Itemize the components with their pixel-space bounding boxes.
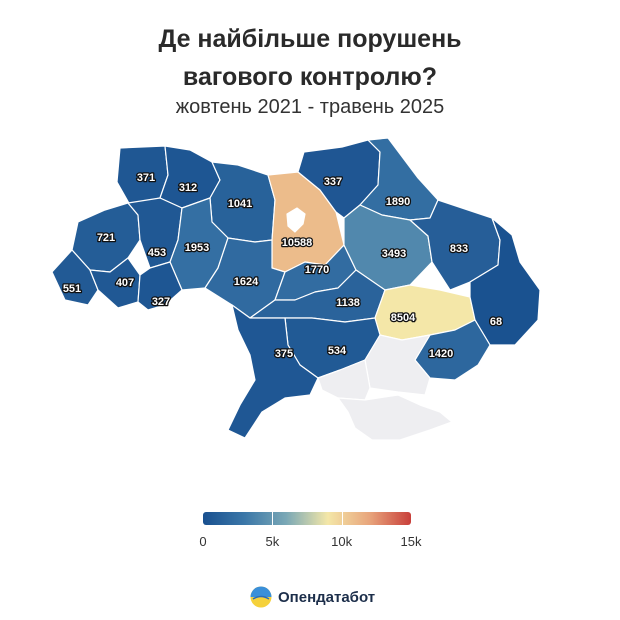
region-value-label-ivano-frankivsk: 407 (116, 277, 134, 289)
region-value-label-volyn: 371 (137, 172, 155, 184)
legend-tick-label: 10k (331, 534, 353, 549)
title-line-2: вагового контролю? (182, 63, 438, 91)
opendatabot-logo-icon (250, 586, 272, 608)
region-kherson[interactable] (317, 359, 371, 401)
brand-name: Опендатабот (278, 588, 376, 606)
region-value-label-kyiv-oblast: 10588 (282, 237, 313, 249)
legend-color-bar (203, 512, 411, 525)
region-value-label-luhansk: 68 (490, 316, 502, 328)
region-value-label-zhytomyr: 1041 (228, 198, 252, 210)
region-value-label-chernivtsi: 327 (152, 296, 170, 308)
region-value-label-vinnytsia: 1624 (234, 276, 259, 288)
map-subtitle: жовтень 2021 - травень 2025 (175, 96, 445, 118)
region-value-label-odesa: 375 (275, 348, 293, 360)
region-crimea[interactable] (337, 394, 453, 441)
region-value-label-cherkasy: 1770 (305, 264, 329, 276)
region-value-label-chernihiv: 337 (324, 176, 342, 188)
region-value-label-poltava: 3493 (382, 248, 406, 260)
region-value-label-ternopil: 453 (148, 247, 166, 259)
region-value-label-mykolaiv: 534 (328, 345, 347, 357)
title-line-1: Де найбільше порушень (158, 25, 462, 53)
region-value-label-sumy: 1890 (386, 196, 410, 208)
region-value-label-kharkiv: 833 (450, 243, 468, 255)
region-value-label-zakarpattia: 551 (63, 283, 81, 295)
region-value-label-dnipropetrovsk: 8504 (391, 312, 416, 324)
region-chernivtsi[interactable] (137, 261, 183, 311)
legend-tick-label: 0 (199, 534, 207, 549)
region-kyiv-city[interactable] (286, 207, 306, 233)
legend-tick-mark (341, 510, 343, 527)
legend-tick-label: 5k (265, 534, 280, 549)
brand: Опендатабот (250, 585, 375, 609)
region-value-label-khmelnytskyi: 1953 (185, 242, 209, 254)
region-value-label-lviv: 721 (97, 232, 115, 244)
region-odesa[interactable] (227, 304, 319, 439)
region-value-label-kirovohrad: 1138 (336, 297, 360, 309)
labels-layer: 371 312 1041 10588 337 1890 721 453 1953 1624 1770… (62, 171, 504, 362)
region-value-label-donetsk: 1420 (429, 348, 453, 360)
regions-layer (51, 137, 541, 441)
region-value-label-rivne: 312 (179, 182, 197, 194)
legend-tick-mark (272, 510, 274, 527)
legend-tick-label: 15k (400, 534, 422, 549)
map-title: Де найбільше порушень вагового контролю? (0, 20, 620, 96)
